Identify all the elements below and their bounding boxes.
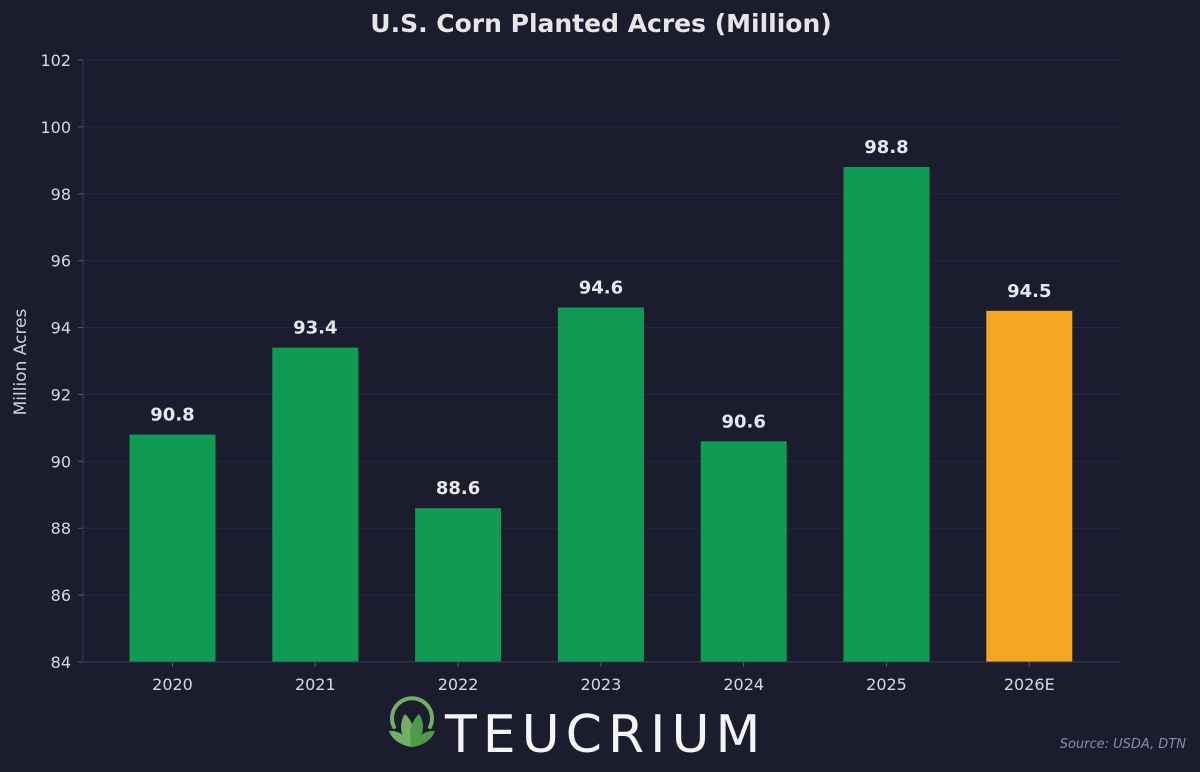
y-tick-label: 90 [51,452,71,471]
bar [557,307,644,662]
x-tick-label: 2025 [866,675,907,694]
bar-value-label: 93.4 [293,318,337,339]
x-tick-label: 2022 [438,675,479,694]
bars [129,167,1073,662]
bar-value-label: 94.5 [1007,281,1051,302]
y-tick-label: 94 [51,319,71,338]
y-tick-label: 96 [51,252,71,271]
y-axis-label: Million Acres [11,308,31,415]
bar-value-label: 88.6 [436,478,480,499]
y-axis-ticks: 84 86 88 90 92 94 96 98 100 102 [40,51,83,672]
bar-estimate [986,310,1073,662]
brand-name: TEUCRIUM [444,705,766,765]
bar [272,347,359,662]
bar-value-label: 90.6 [721,411,765,432]
y-tick-label: 86 [51,586,71,605]
source-note: Source: USDA, DTN [1060,737,1187,752]
chart-title: U.S. Corn Planted Acres (Million) [370,9,831,38]
x-tick-label: 2024 [723,675,764,694]
y-tick-label: 88 [51,519,71,538]
y-tick-label: 92 [51,385,71,404]
bar [415,508,502,662]
brand-logo: TEUCRIUM [389,696,766,765]
bar-value-label: 90.8 [150,405,194,426]
x-tick-label: 2021 [295,675,336,694]
bar-value-label: 98.8 [864,137,908,158]
x-tick-label: 2020 [152,675,193,694]
bar [129,434,216,662]
x-axis-ticks: 2020 2021 2022 2023 2024 2025 2026E [152,662,1055,694]
y-tick-label: 98 [51,185,71,204]
y-tick-label: 102 [40,51,71,70]
y-tick-label: 84 [51,653,71,672]
bar [843,167,930,662]
x-tick-label: 2026E [1004,675,1055,694]
leaf-circle-icon [389,696,435,747]
x-tick-label: 2023 [581,675,622,694]
bar-value-label: 94.6 [579,277,623,298]
data-labels: 90.8 93.4 88.6 94.6 90.6 98.8 94.5 [150,137,1051,499]
y-tick-label: 100 [40,118,71,137]
bar [700,441,787,662]
